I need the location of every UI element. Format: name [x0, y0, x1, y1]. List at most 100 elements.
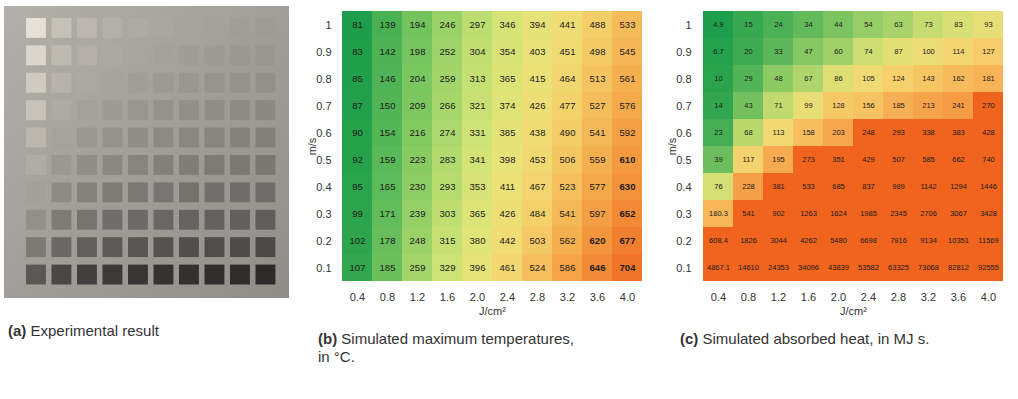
svg-text:586: 586	[560, 262, 576, 273]
svg-text:142: 142	[380, 46, 396, 57]
svg-text:0.7: 0.7	[676, 100, 691, 112]
svg-text:1: 1	[685, 19, 691, 31]
svg-text:73: 73	[924, 20, 932, 29]
svg-text:156: 156	[862, 101, 875, 110]
svg-text:0.4: 0.4	[350, 291, 365, 303]
svg-text:9134: 9134	[920, 236, 937, 245]
svg-text:43: 43	[744, 101, 752, 110]
svg-text:2345: 2345	[890, 209, 907, 218]
svg-text:1.6: 1.6	[801, 291, 816, 303]
svg-text:597: 597	[590, 208, 606, 219]
svg-text:989: 989	[892, 182, 905, 191]
svg-text:107: 107	[350, 262, 366, 273]
svg-text:5480: 5480	[830, 236, 847, 245]
svg-text:610: 610	[620, 154, 636, 165]
svg-text:185: 185	[892, 101, 905, 110]
svg-text:331: 331	[470, 127, 486, 138]
svg-text:429: 429	[862, 155, 875, 164]
svg-text:87: 87	[352, 100, 363, 111]
svg-text:239: 239	[410, 208, 426, 219]
svg-text:71: 71	[774, 101, 782, 110]
svg-text:67: 67	[804, 74, 812, 83]
svg-text:23: 23	[714, 128, 722, 137]
svg-text:154: 154	[380, 127, 396, 138]
svg-text:2.0: 2.0	[470, 291, 485, 303]
svg-text:0.8: 0.8	[676, 73, 691, 85]
svg-text:428: 428	[982, 128, 995, 137]
svg-text:259: 259	[440, 73, 456, 84]
svg-text:230: 230	[410, 181, 426, 192]
svg-text:562: 562	[560, 235, 576, 246]
svg-text:J/cm²: J/cm²	[840, 305, 867, 317]
svg-text:461: 461	[500, 262, 516, 273]
svg-text:0.8: 0.8	[316, 73, 331, 85]
svg-text:365: 365	[470, 208, 486, 219]
svg-text:76: 76	[714, 182, 722, 191]
svg-text:63325: 63325	[888, 263, 909, 272]
svg-text:47: 47	[804, 47, 812, 56]
svg-text:646: 646	[590, 262, 606, 273]
svg-text:1446: 1446	[980, 182, 997, 191]
svg-text:0.6: 0.6	[316, 127, 331, 139]
svg-text:248: 248	[410, 235, 426, 246]
svg-text:44: 44	[834, 20, 842, 29]
svg-text:92: 92	[352, 154, 363, 165]
svg-text:43839: 43839	[828, 263, 849, 272]
svg-text:411: 411	[500, 181, 515, 192]
svg-text:488: 488	[590, 19, 606, 30]
svg-text:203: 203	[832, 128, 845, 137]
svg-text:3067: 3067	[950, 209, 967, 218]
svg-text:398: 398	[500, 154, 516, 165]
svg-text:2706: 2706	[920, 209, 937, 218]
svg-text:441: 441	[560, 19, 576, 30]
svg-text:259: 259	[410, 262, 426, 273]
svg-text:90: 90	[352, 127, 363, 138]
svg-text:346: 346	[500, 19, 516, 30]
svg-text:0.6: 0.6	[676, 127, 691, 139]
svg-text:0.4: 0.4	[316, 181, 331, 193]
svg-text:297: 297	[470, 19, 486, 30]
svg-text:m/s: m/s	[306, 137, 318, 155]
svg-text:216: 216	[410, 127, 426, 138]
svg-text:105: 105	[862, 74, 875, 83]
svg-text:524: 524	[530, 262, 546, 273]
svg-text:4262: 4262	[800, 236, 817, 245]
svg-text:0.5: 0.5	[676, 154, 691, 166]
svg-text:1263: 1263	[800, 209, 817, 218]
svg-text:365: 365	[500, 73, 516, 84]
svg-text:87: 87	[894, 47, 902, 56]
svg-text:73068: 73068	[918, 263, 939, 272]
svg-text:2.4: 2.4	[500, 291, 515, 303]
svg-text:223: 223	[410, 154, 426, 165]
svg-text:24353: 24353	[768, 263, 789, 272]
svg-text:20: 20	[744, 47, 752, 56]
svg-text:11569: 11569	[978, 236, 998, 245]
svg-text:99: 99	[352, 208, 363, 219]
svg-text:158: 158	[802, 128, 815, 137]
svg-text:0.1: 0.1	[676, 262, 691, 274]
svg-text:198: 198	[410, 46, 426, 57]
svg-text:48: 48	[774, 74, 782, 83]
svg-text:10351: 10351	[948, 236, 969, 245]
svg-text:209: 209	[410, 100, 426, 111]
svg-text:0.4: 0.4	[711, 291, 726, 303]
svg-text:3.2: 3.2	[560, 291, 575, 303]
svg-text:93: 93	[984, 20, 992, 29]
svg-text:4867.1: 4867.1	[707, 263, 730, 272]
svg-text:29: 29	[744, 74, 752, 83]
svg-text:34: 34	[804, 20, 812, 29]
svg-text:0.1: 0.1	[316, 262, 331, 274]
svg-text:740: 740	[982, 155, 995, 164]
svg-text:527: 527	[590, 100, 606, 111]
svg-text:293: 293	[892, 128, 905, 137]
svg-text:561: 561	[620, 73, 636, 84]
svg-text:315: 315	[440, 235, 456, 246]
svg-text:341: 341	[470, 154, 486, 165]
svg-text:438: 438	[530, 127, 546, 138]
svg-text:139: 139	[380, 19, 396, 30]
svg-text:837: 837	[862, 182, 875, 191]
svg-text:63: 63	[894, 20, 902, 29]
svg-text:0.8: 0.8	[380, 291, 395, 303]
svg-text:15: 15	[744, 20, 752, 29]
svg-text:403: 403	[530, 46, 546, 57]
